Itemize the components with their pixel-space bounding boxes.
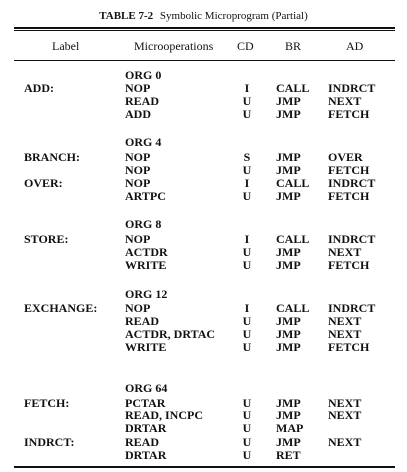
cell-ad: FETCH	[328, 107, 370, 121]
cell-micro: ORG 4	[125, 135, 162, 149]
cell-cd: U	[242, 448, 252, 462]
cell-br: RET	[276, 448, 301, 462]
cell-br: CALL	[276, 176, 310, 190]
header-label: Label	[52, 39, 80, 53]
cell-ad: NEXT	[328, 245, 362, 259]
header-ad: AD	[346, 39, 364, 53]
bottom-rule	[14, 466, 395, 468]
cell-cd: U	[242, 340, 252, 354]
header-cd: CD	[237, 39, 254, 53]
cell-micro: DRTAR	[125, 448, 167, 462]
cell-label: FETCH:	[24, 396, 70, 410]
cell-micro: ORG 12	[125, 287, 168, 301]
cell-ad: FETCH	[328, 163, 370, 177]
cell-ad: INDRCT	[328, 81, 376, 95]
cell-micro: WRITE	[125, 258, 167, 272]
header-microoperations: Microoperations	[134, 39, 214, 53]
cell-cd: U	[242, 314, 252, 328]
cell-br: JMP	[276, 327, 301, 341]
cell-micro: NOP	[125, 232, 151, 246]
cell-cd: U	[242, 107, 252, 121]
cell-micro: READ	[125, 94, 160, 108]
cell-ad: NEXT	[328, 327, 362, 341]
cell-cd: U	[242, 163, 252, 177]
cell-ad: NEXT	[328, 314, 362, 328]
cell-label: INDRCT:	[24, 435, 75, 449]
cell-cd: I	[244, 232, 250, 246]
cell-cd: I	[244, 301, 250, 315]
header-br: BR	[285, 39, 302, 53]
table-number: TABLE 7-2	[99, 10, 154, 22]
cell-micro: NOP	[125, 301, 151, 315]
cell-br: CALL	[276, 301, 310, 315]
cell-micro: WRITE	[125, 340, 167, 354]
cell-micro: READ	[125, 314, 160, 328]
cell-br: JMP	[276, 340, 301, 354]
cell-ad: FETCH	[328, 189, 370, 203]
cell-micro: NOP	[125, 163, 151, 177]
cell-br: JMP	[276, 396, 301, 410]
cell-micro: PCTAR	[125, 396, 166, 410]
cell-micro: READ	[125, 435, 160, 449]
cell-br: JMP	[276, 189, 301, 203]
cell-ad: OVER	[328, 150, 363, 164]
cell-micro: NOP	[125, 176, 151, 190]
cell-cd: U	[242, 396, 252, 410]
cell-br: CALL	[276, 81, 310, 95]
cell-micro: ADD	[125, 107, 151, 121]
cell-ad: INDRCT	[328, 232, 376, 246]
cell-br: JMP	[276, 314, 301, 328]
cell-cd: U	[242, 435, 252, 449]
cell-cd: U	[242, 327, 252, 341]
cell-br: JMP	[276, 107, 301, 121]
cell-micro: ORG 8	[125, 217, 162, 231]
cell-br: JMP	[276, 150, 301, 164]
cell-br: MAP	[276, 421, 304, 435]
table-caption: TABLE 7-2 Symbolic Microprogram (Partial…	[0, 10, 407, 23]
cell-br: JMP	[276, 435, 301, 449]
cell-label: EXCHANGE:	[24, 301, 98, 315]
cell-ad: NEXT	[328, 94, 362, 108]
cell-micro: READ, INCPC	[125, 408, 203, 422]
cell-micro: NOP	[125, 81, 151, 95]
cell-micro: NOP	[125, 150, 151, 164]
cell-ad: NEXT	[328, 408, 362, 422]
cell-br: JMP	[276, 408, 301, 422]
cell-cd: U	[242, 94, 252, 108]
cell-micro: DRTAR	[125, 421, 167, 435]
cell-cd: I	[244, 176, 250, 190]
cell-ad: FETCH	[328, 340, 370, 354]
cell-micro: ORG 64	[125, 381, 168, 395]
cell-cd: U	[242, 408, 252, 422]
top-rule-inner	[14, 30, 395, 31]
cell-ad: FETCH	[328, 258, 370, 272]
cell-micro: ACTDR, DRTAC	[125, 327, 216, 341]
cell-label: OVER:	[24, 176, 63, 190]
cell-cd: U	[242, 189, 252, 203]
cell-micro: ARTPC	[125, 189, 166, 203]
cell-br: JMP	[276, 245, 301, 259]
cell-label: BRANCH:	[24, 150, 80, 164]
cell-br: JMP	[276, 163, 301, 177]
cell-micro: ACTDR	[125, 245, 168, 259]
cell-br: JMP	[276, 258, 301, 272]
cell-cd: S	[243, 150, 251, 164]
cell-ad: NEXT	[328, 435, 362, 449]
cell-cd: I	[244, 81, 250, 95]
cell-cd: U	[242, 245, 252, 259]
cell-br: CALL	[276, 232, 310, 246]
table-title: Symbolic Microprogram (Partial)	[159, 10, 308, 22]
cell-ad: NEXT	[328, 396, 362, 410]
cell-br: JMP	[276, 94, 301, 108]
cell-ad: INDRCT	[328, 301, 376, 315]
cell-ad: INDRCT	[328, 176, 376, 190]
cell-label: STORE:	[24, 232, 69, 246]
header-rule	[14, 60, 395, 61]
top-rule	[14, 27, 395, 29]
cell-label: ADD:	[24, 81, 54, 95]
cell-cd: U	[242, 421, 252, 435]
cell-micro: ORG 0	[125, 68, 162, 82]
cell-cd: U	[242, 258, 252, 272]
